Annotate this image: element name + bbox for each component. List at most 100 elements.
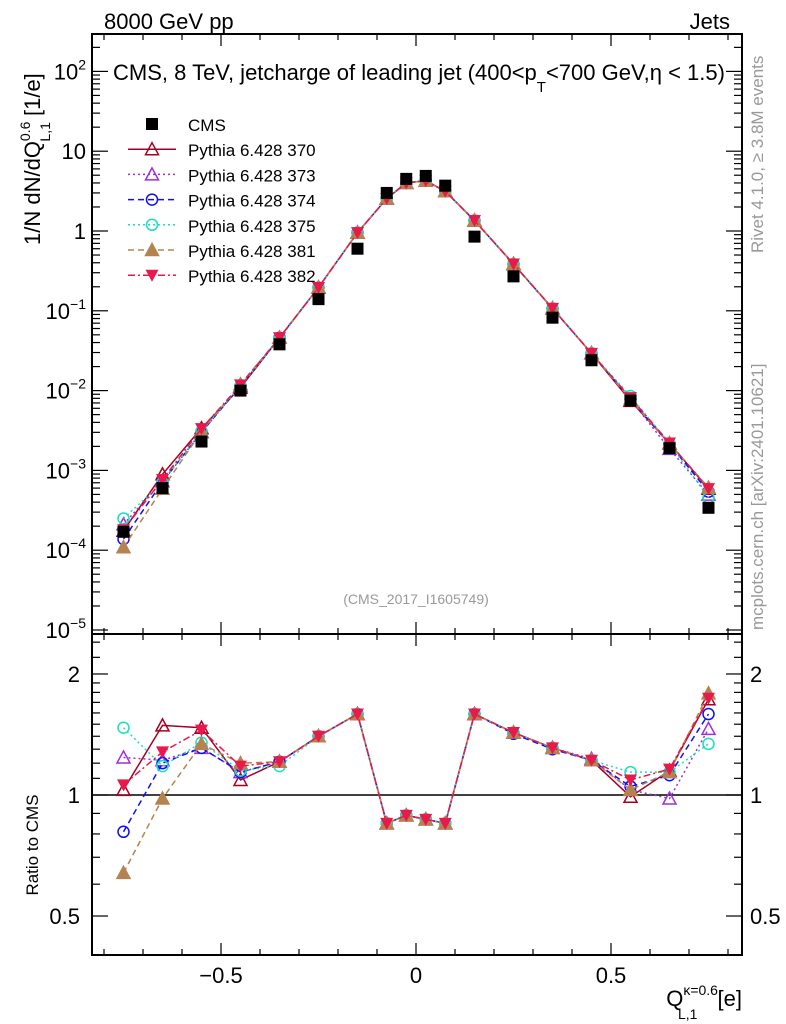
y-tick-label: 10−2 <box>46 376 87 404</box>
y-tick-label: 1 <box>74 219 86 244</box>
series-line-ratio <box>122 698 710 825</box>
y-tick-label-base: 10 <box>46 299 70 324</box>
series-point-ratio <box>419 813 433 826</box>
series-point-main <box>156 474 169 487</box>
chart-title-sub: T <box>537 79 546 96</box>
series-point-main <box>115 539 132 554</box>
series-point-main <box>273 332 286 345</box>
ratio-tick-label-right: 0.5 <box>750 904 781 929</box>
x-axis-label-sub: L,1 <box>678 1006 698 1022</box>
y-tick-label-base: 10 <box>54 59 78 84</box>
series-point-ratio <box>622 781 639 797</box>
cms-data-point <box>273 338 286 351</box>
ratio-tick-label-right: 2 <box>750 662 762 687</box>
series-point-main <box>195 423 208 436</box>
y-tick-label-base: 1 <box>74 219 86 244</box>
series-point-ratio <box>468 708 481 721</box>
rivet-version-text: Rivet 4.1.0, ≥ 3.8M events <box>748 56 767 253</box>
legend-item: Pythia 6.428 375 <box>128 217 316 236</box>
legend-marker <box>145 218 159 232</box>
series-line-ratio <box>122 693 710 874</box>
y-tick-label: 10−4 <box>46 535 87 563</box>
ratio-plot-frame <box>91 633 743 956</box>
cms-data-point <box>156 482 169 495</box>
series-point-ratio <box>380 817 394 830</box>
y-axis-label-sup: 0.6 <box>17 121 33 141</box>
chart-title: CMS, 8 TeV, jetcharge of leading jet (40… <box>113 60 725 96</box>
y-tick-label-base: 10 <box>62 139 86 164</box>
cms-data-point <box>663 442 676 455</box>
legend-label: Pythia 6.428 373 <box>188 166 316 185</box>
y-tick-label: 10 <box>62 139 86 164</box>
series-point-ratio <box>115 749 132 764</box>
cms-data-point <box>468 230 481 243</box>
cms-data-point <box>312 293 325 306</box>
header-left: 8000 GeV pp <box>104 9 234 34</box>
y-tick-label: 10−3 <box>46 455 87 483</box>
chart-title-post: <700 GeV,η < 1.5) <box>546 60 725 85</box>
y-tick-label-base: 10 <box>46 379 70 404</box>
series-point-ratio <box>399 809 413 822</box>
x-axis-label-unit: [e] <box>711 986 742 1011</box>
legend-item: Pythia 6.428 374 <box>128 192 316 211</box>
series-point-ratio <box>351 708 364 721</box>
cms-data-point <box>351 242 364 255</box>
legend-label: CMS <box>188 116 226 135</box>
x-axis-label-sup: κ=0.6 <box>683 982 718 998</box>
cms-data-point <box>546 311 559 324</box>
legend-marker <box>144 241 160 257</box>
y-tick-label: 10−5 <box>46 615 87 643</box>
legend-label: Pythia 6.428 381 <box>188 242 316 261</box>
legend-item: CMS <box>146 116 226 135</box>
series-cms-data <box>117 169 715 538</box>
series-line-ratio <box>123 697 710 825</box>
cms-data-point <box>195 435 208 448</box>
legend-item: Pythia 6.428 370 <box>128 141 316 160</box>
legend-label: Pythia 6.428 374 <box>188 192 316 211</box>
series-point-ratio <box>156 759 169 773</box>
y-tick-label: 102 <box>54 56 86 84</box>
ratio-tick-label-left: 0.5 <box>49 904 80 929</box>
cms-data-point <box>419 169 432 182</box>
y-tick-label-base: 10 <box>46 618 70 643</box>
series-point-ratio <box>154 717 171 732</box>
series-point-ratio <box>585 754 598 767</box>
cms-data-point <box>117 525 130 538</box>
series-point-ratio <box>438 817 452 830</box>
x-axis-label-main: Q <box>666 986 683 1011</box>
series-point-ratio <box>700 720 717 736</box>
legend-marker <box>146 118 158 130</box>
y-tick-label: 10−1 <box>46 296 87 324</box>
series-point-ratio <box>117 779 130 792</box>
series-point-ratio <box>117 721 130 734</box>
series-point-ratio <box>156 746 169 759</box>
series-point-ratio <box>702 707 715 721</box>
legend: CMS Pythia 6.428 370 Pythia 6.428 373 Pythi… <box>128 116 316 286</box>
series-point-main <box>468 215 481 228</box>
ratio-y-axis-label: Ratio to CMS <box>23 794 42 895</box>
legend-item: Pythia 6.428 373 <box>128 166 316 185</box>
legend-item: Pythia 6.428 382 <box>128 267 316 286</box>
y-tick-label-base: 10 <box>46 538 70 563</box>
x-tick-label: −0.5 <box>199 963 242 988</box>
series-point-main <box>585 347 598 360</box>
series-point-main <box>546 302 559 315</box>
legend-marker <box>144 141 160 156</box>
series-point-main <box>351 227 364 240</box>
y-axis-label-sub: L,1 <box>37 122 53 142</box>
legend-label: Pythia 6.428 382 <box>188 267 316 286</box>
mcplots-text: mcplots.cern.ch [arXiv:2401.10621] <box>748 364 767 630</box>
series-point-ratio <box>154 790 171 805</box>
series-line-ratio <box>122 712 709 825</box>
x-axis-label: Qκ=0.6 L,1 [e] <box>666 982 742 1022</box>
legend-marker <box>145 269 159 282</box>
cms-data-point <box>439 179 452 192</box>
cms-data-point <box>702 501 715 514</box>
series-point-ratio <box>115 781 132 797</box>
legend-marker <box>144 166 160 181</box>
series-point-ratio <box>117 825 130 839</box>
series-point-ratio <box>195 724 208 737</box>
series-point-main <box>117 512 130 525</box>
legend-label: Pythia 6.428 375 <box>188 217 316 236</box>
